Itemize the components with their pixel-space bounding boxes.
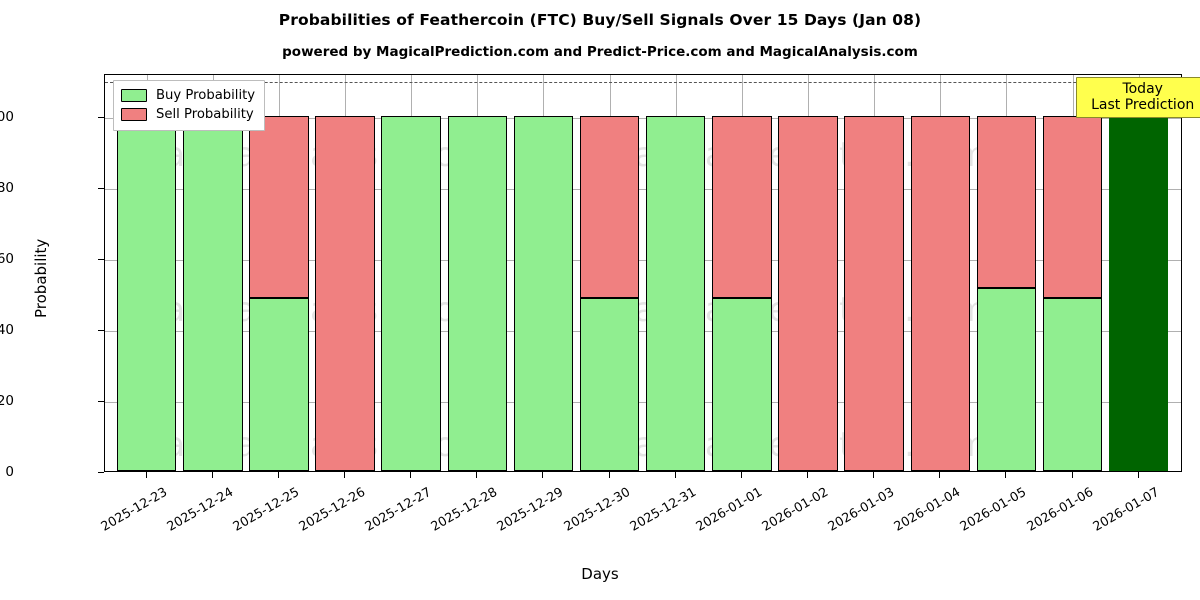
x-tick-mark	[807, 472, 808, 478]
bar-segment-sell	[778, 115, 838, 471]
bar-group[interactable]	[183, 75, 243, 471]
bar-segment-buy	[447, 115, 508, 471]
bar-segment-sell	[579, 115, 640, 299]
bar-group[interactable]	[910, 75, 971, 471]
x-tick-mark	[277, 472, 279, 478]
y-tick-label: 60	[0, 250, 14, 267]
bar-segment-buy	[116, 115, 177, 471]
y-gridline	[105, 188, 1181, 190]
x-tick-mark	[873, 472, 875, 478]
bar-segment-buy	[381, 115, 441, 471]
bar-group[interactable]	[513, 75, 574, 471]
bar-segment-buy	[1042, 298, 1103, 471]
x-tick-mark	[344, 472, 346, 478]
legend-swatch-sell	[121, 108, 147, 121]
y-tick-mark	[98, 187, 104, 189]
x-tick-mark	[476, 472, 478, 478]
plot-inner: MagicalAnalysis.comMagicalPrediction.com…	[105, 75, 1181, 471]
bar-segment-sell	[712, 115, 772, 299]
plot-area: MagicalAnalysis.comMagicalPrediction.com…	[104, 74, 1182, 472]
y-tick-label: 0	[5, 464, 14, 480]
y-tick-mark	[98, 472, 104, 473]
bar-group[interactable]	[116, 75, 177, 471]
bar-segment-buy	[513, 115, 574, 471]
bar-segment-sell	[315, 115, 375, 471]
bar-segment-today	[1108, 115, 1169, 471]
bar-group[interactable]	[579, 75, 640, 471]
y-tick-mark	[98, 258, 104, 260]
y-gridline	[105, 117, 1181, 119]
bar-segment-buy	[249, 298, 309, 471]
bar-group[interactable]	[381, 75, 441, 471]
y-tick-label: 40	[0, 321, 14, 338]
y-tick-label: 80	[0, 179, 14, 196]
bar-group[interactable]	[315, 75, 375, 471]
x-tick-mark	[1071, 472, 1073, 478]
x-tick-mark	[740, 472, 742, 478]
today-annotation-line2: Last Prediction	[1091, 97, 1195, 114]
legend-item-sell[interactable]: Sell Probability	[121, 105, 255, 124]
bar-segment-sell	[844, 115, 904, 471]
bar-segment-buy	[976, 288, 1037, 471]
bar-group[interactable]	[249, 75, 309, 471]
bar-segment-sell	[910, 115, 971, 471]
y-gridline	[105, 259, 1181, 261]
bar-group[interactable]	[1042, 75, 1103, 471]
bar-group[interactable]	[778, 75, 838, 471]
x-tick-mark	[1137, 472, 1139, 478]
bar-segment-buy	[579, 298, 640, 471]
x-tick-mark	[542, 472, 544, 478]
y-tick-mark	[98, 400, 104, 402]
legend-label-buy: Buy Probability	[156, 88, 256, 103]
x-tick-mark	[608, 472, 610, 478]
legend: Buy Probability Sell Probability	[113, 80, 266, 131]
today-annotation: Today Last Prediction	[1075, 77, 1200, 119]
y-axis-label: Probability	[32, 238, 50, 318]
bar-segment-sell	[976, 115, 1037, 289]
chart-subtitle: powered by MagicalPrediction.com and Pre…	[282, 44, 918, 60]
bar-segment-buy	[183, 115, 243, 471]
reference-line	[105, 82, 1181, 84]
bar-segment-sell	[249, 115, 309, 299]
y-tick-mark	[98, 116, 104, 118]
y-gridline	[105, 330, 1181, 332]
bar-group[interactable]	[976, 75, 1037, 471]
y-tick-mark	[98, 329, 104, 331]
x-tick-mark	[410, 472, 412, 478]
bar-group[interactable]	[1108, 75, 1169, 471]
chart-title: Probabilities of Feathercoin (FTC) Buy/S…	[278, 11, 922, 29]
bar-segment-sell	[1042, 115, 1103, 299]
x-tick-mark	[939, 472, 941, 478]
x-tick-mark	[674, 472, 676, 478]
y-gridline	[105, 401, 1181, 403]
bar-group[interactable]	[645, 75, 706, 471]
legend-swatch-buy	[121, 89, 147, 102]
bar-group[interactable]	[712, 75, 772, 471]
x-tick-mark	[1005, 472, 1007, 478]
bar-group[interactable]	[844, 75, 904, 471]
bar-group[interactable]	[447, 75, 508, 471]
x-axis-label: Days	[581, 565, 619, 583]
bar-segment-buy	[645, 115, 706, 471]
legend-label-sell: Sell Probability	[156, 107, 254, 122]
legend-item-buy[interactable]: Buy Probability	[121, 86, 255, 105]
x-tick-mark	[145, 472, 147, 478]
today-annotation-line1: Today	[1122, 81, 1163, 97]
y-tick-label: 20	[0, 392, 14, 409]
y-tick-label: 100	[0, 108, 14, 125]
bar-segment-buy	[712, 298, 772, 471]
x-tick-mark	[211, 472, 213, 478]
